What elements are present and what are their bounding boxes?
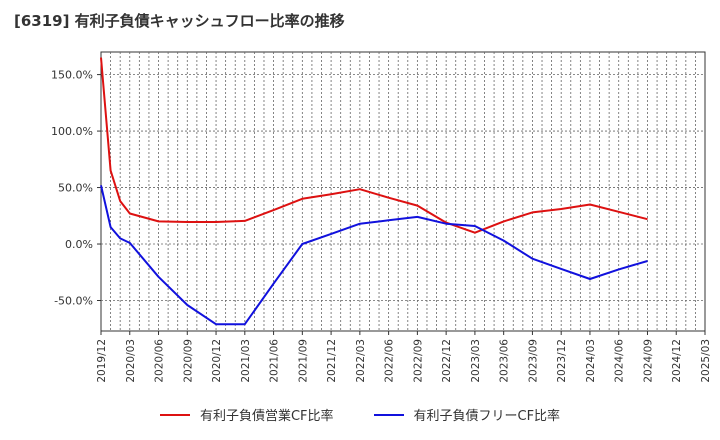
x-tick-label: 2022/06 [384, 339, 396, 383]
x-tick-label: 2024/03 [585, 339, 597, 383]
series-line-operating-cf [100, 57, 648, 234]
y-tick-label: -50.0% [54, 295, 93, 308]
chart-title: [6319] 有利子負債キャッシュフロー比率の推移 [14, 12, 345, 30]
x-tick-label: 2020/09 [182, 339, 194, 383]
x-tick-label: 2021/06 [269, 339, 281, 383]
x-tick-label: 2022/09 [412, 339, 424, 383]
y-tick-label: 50.0% [58, 182, 93, 195]
x-tick-label: 2021/12 [326, 339, 338, 383]
x-tick-label: 2025/03 [700, 339, 712, 383]
legend-label-operating-cf: 有利子負債営業CF比率 [199, 409, 334, 424]
grid-lines [101, 52, 705, 331]
legend-item-free-cf: 有利子負債フリーCF比率 [373, 405, 561, 424]
x-tick-label: 2020/06 [154, 339, 166, 383]
x-tick-label: 2024/06 [614, 339, 626, 383]
legend-label-free-cf: 有利子負債フリーCF比率 [413, 409, 561, 424]
x-tick-label: 2024/09 [642, 339, 654, 383]
legend-swatch-operating-cf [159, 413, 190, 416]
x-tick-label: 2022/12 [441, 339, 453, 383]
legend: 有利子負債営業CF比率 有利子負債フリーCF比率 [0, 405, 720, 424]
legend-swatch-free-cf [373, 413, 404, 416]
x-tick-label: 2023/12 [556, 339, 568, 383]
y-tick-label: 100.0% [51, 125, 93, 138]
x-tick-label: 2024/12 [671, 339, 683, 383]
x-tick-label: 2023/09 [527, 339, 539, 383]
legend-item-operating-cf: 有利子負債営業CF比率 [159, 405, 334, 424]
x-tick-label: 2022/03 [355, 339, 367, 383]
x-tick-label: 2023/03 [470, 339, 482, 383]
y-axis-ticks: 150.0% 100.0% 50.0% 0.0% -50.0% [51, 69, 101, 308]
y-tick-label: 0.0% [65, 238, 93, 251]
x-tick-label: 2023/06 [499, 339, 511, 383]
x-tick-label: 2021/03 [240, 339, 252, 383]
x-tick-label: 2020/03 [125, 339, 137, 383]
x-tick-label: 2021/09 [297, 339, 309, 383]
y-tick-label: 150.0% [51, 69, 93, 82]
series-lines [100, 57, 648, 326]
plot-area [100, 51, 706, 332]
x-tick-label: 2020/12 [211, 339, 223, 383]
x-axis-ticks: 2019/12 2020/03 2020/06 2020/09 2020/12 2021/… [96, 331, 712, 383]
series-line-free-cf [100, 185, 648, 326]
x-tick-label: 2019/12 [96, 339, 108, 383]
